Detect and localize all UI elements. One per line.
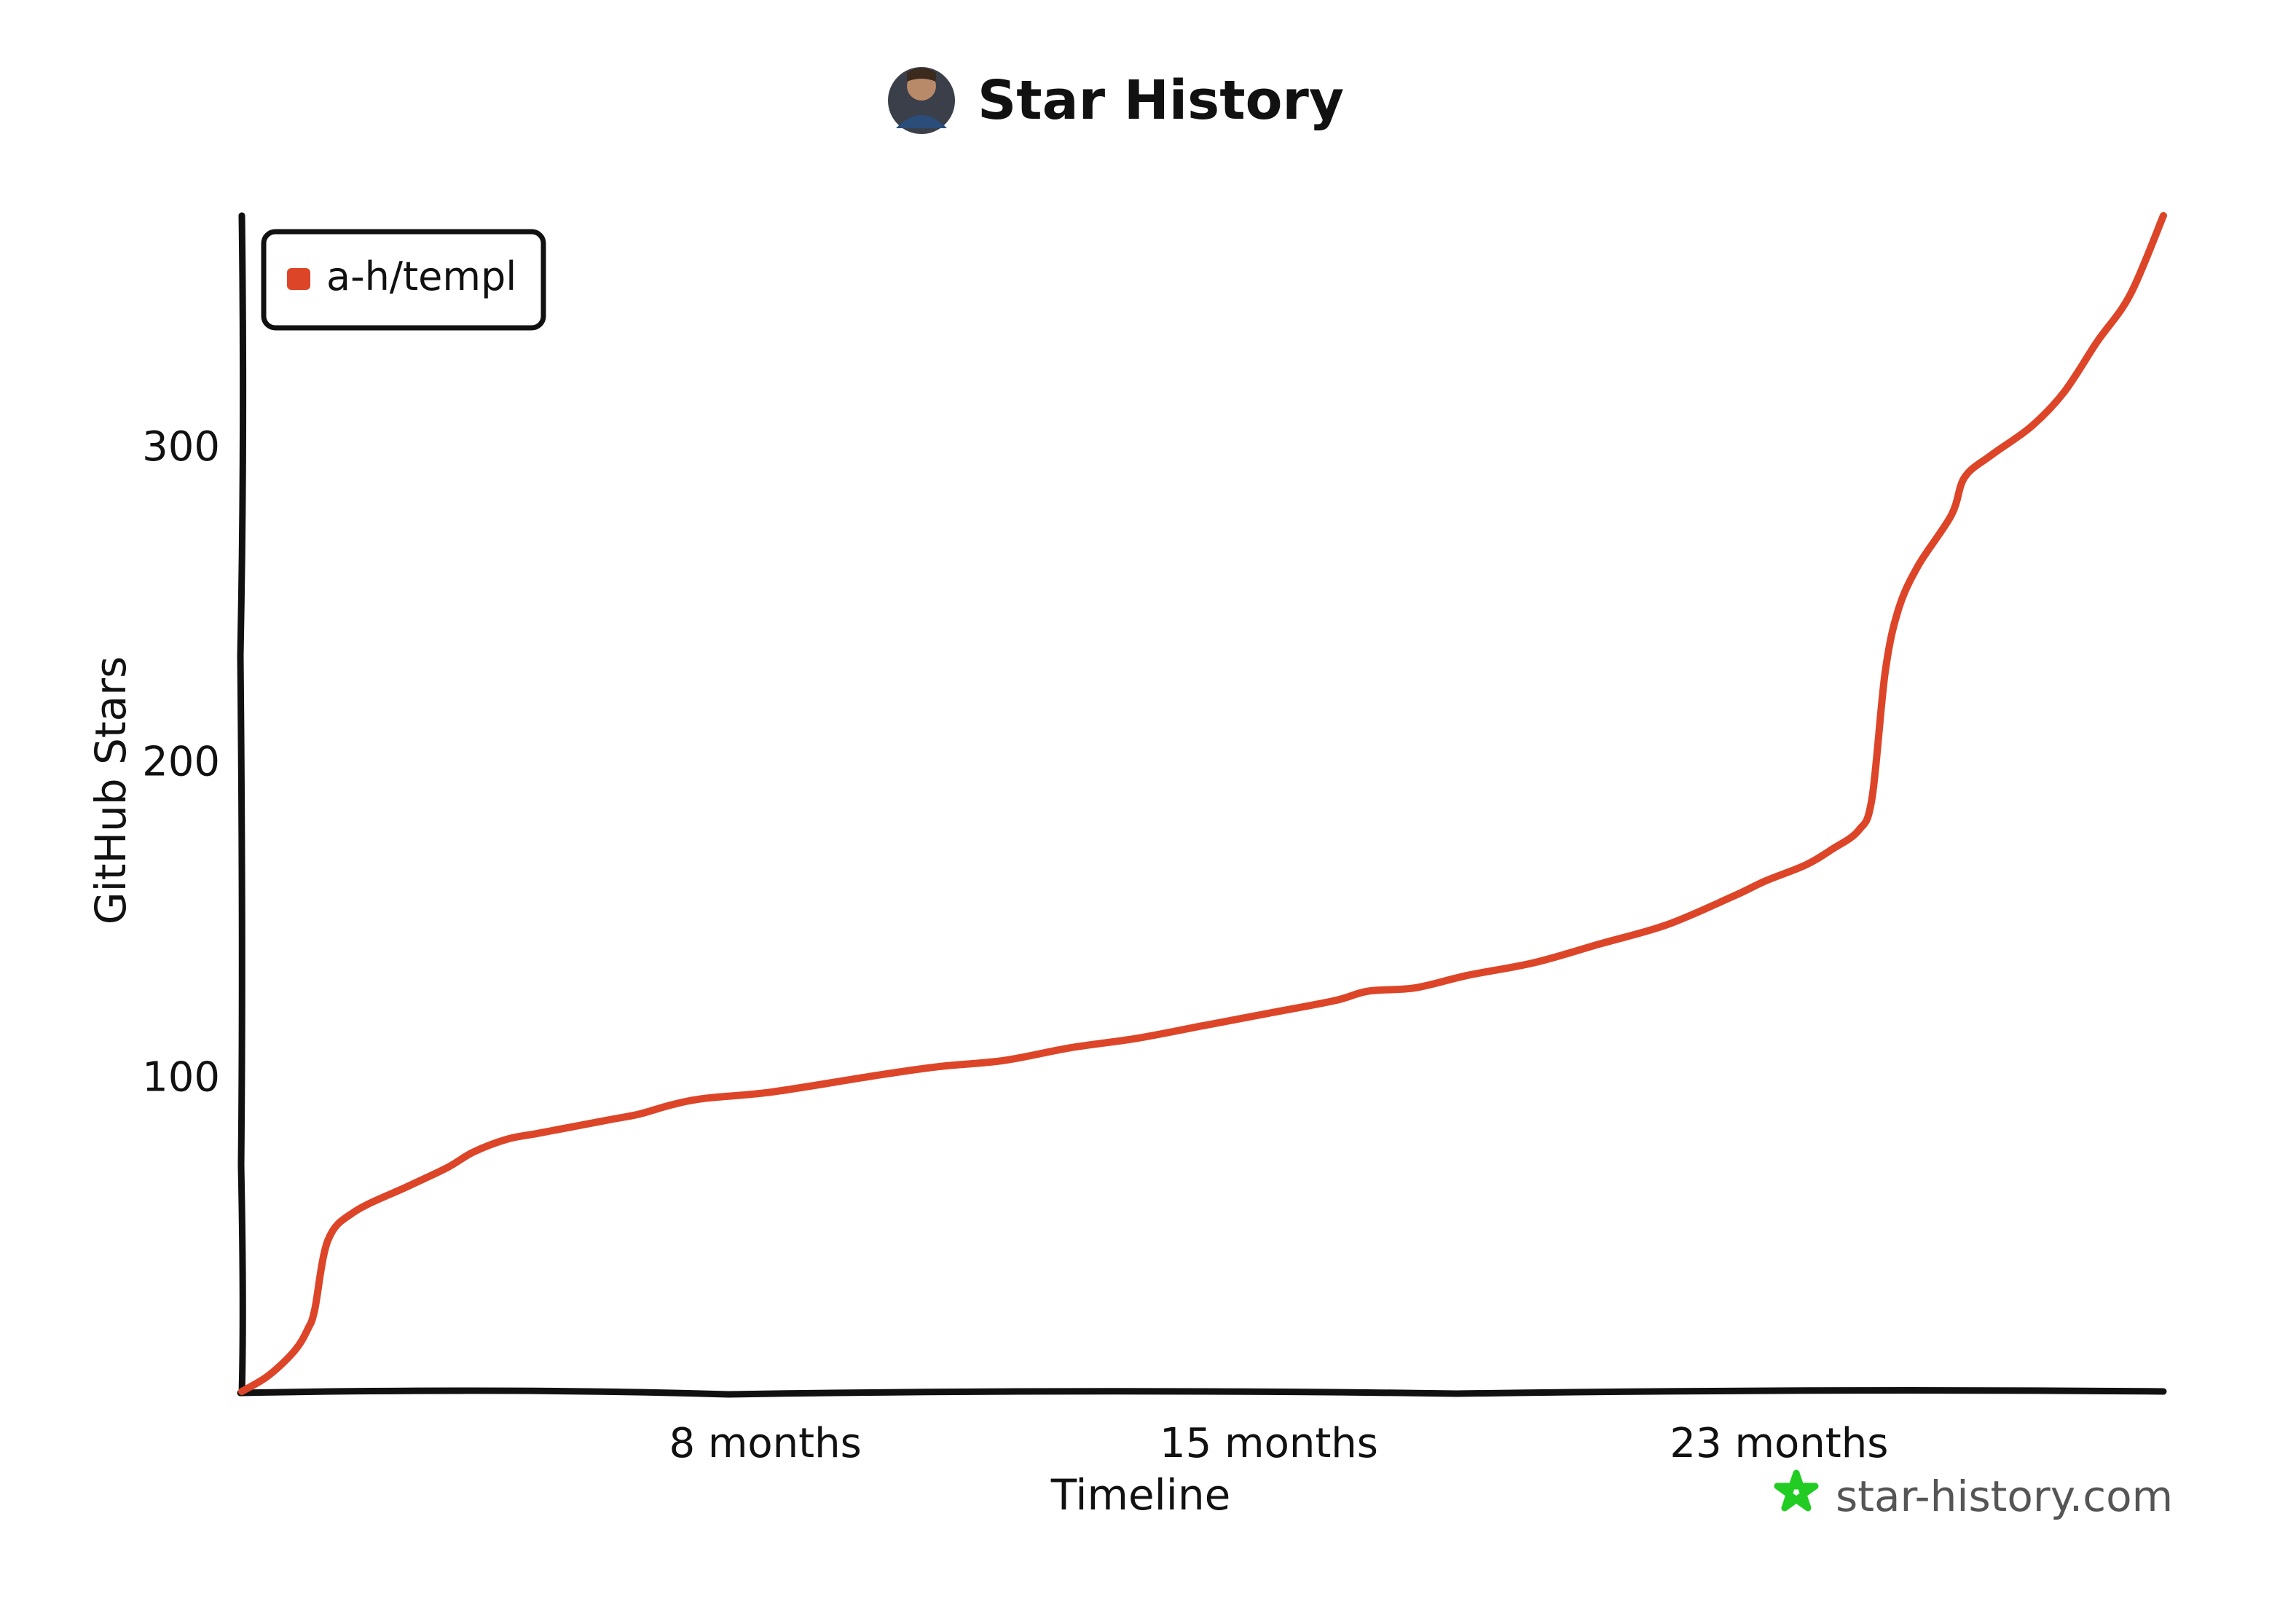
branding: star-history.com — [1774, 1469, 2173, 1521]
y-axis-ticks: 100 200 300 — [142, 423, 220, 1101]
star-history-logo-icon — [1774, 1469, 1819, 1512]
y-tick-label: 300 — [142, 423, 220, 471]
chart-header: Star History — [888, 67, 1344, 134]
legend-label: a-h/templ — [326, 254, 516, 299]
legend-swatch — [287, 268, 310, 290]
x-tick-label: 15 months — [1160, 1420, 1378, 1467]
branding-text[interactable]: star-history.com — [1836, 1472, 2173, 1521]
y-tick-label: 100 — [142, 1053, 220, 1101]
x-axis-ticks: 8 months 15 months 23 months — [669, 1420, 1888, 1467]
y-axis-label: GitHub Stars — [86, 656, 135, 925]
chart-title: Star History — [978, 69, 1344, 132]
y-tick-label: 200 — [142, 739, 220, 786]
user-avatar-icon[interactable] — [888, 67, 955, 134]
x-tick-label: 8 months — [669, 1420, 861, 1467]
series-line-0 — [238, 212, 2167, 1395]
y-axis-line — [237, 212, 247, 1397]
x-tick-label: 23 months — [1670, 1420, 1888, 1467]
x-axis-line — [237, 1387, 2167, 1398]
legend: a-h/templ — [261, 229, 546, 331]
legend-box — [261, 229, 546, 331]
series-lines — [238, 212, 2167, 1395]
x-axis-label: Timeline — [1050, 1470, 1231, 1520]
chart-axes — [237, 212, 2167, 1398]
